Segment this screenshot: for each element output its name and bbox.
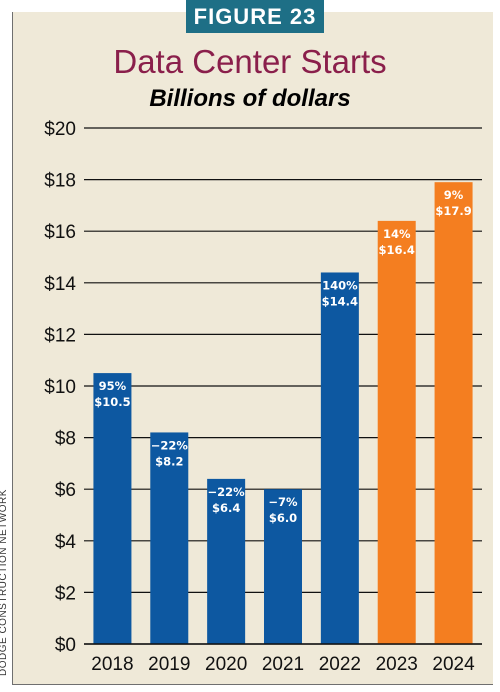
bar-value-label: $10.5 <box>94 395 130 409</box>
bar-2018 <box>93 373 132 644</box>
bar-2022 <box>320 272 359 644</box>
bar-value-label: $14.4 <box>322 294 358 308</box>
x-tick-label: 2020 <box>205 654 247 675</box>
bar-change-label: −22% <box>208 485 246 499</box>
bar-change-label: −22% <box>151 438 189 452</box>
bar-value-label: $17.9 <box>435 204 471 218</box>
x-tick-label: 2018 <box>91 654 133 675</box>
bar-2020 <box>207 478 246 644</box>
y-tick-label: $20 <box>44 119 76 140</box>
x-tick-label: 2023 <box>376 654 418 675</box>
x-tick-label: 2019 <box>148 654 190 675</box>
y-tick-label: $10 <box>44 377 76 398</box>
bar-2021 <box>264 489 302 644</box>
y-tick-label: $18 <box>44 171 76 192</box>
y-tick-label: $14 <box>44 274 76 295</box>
x-tick-label: 2024 <box>432 654 475 675</box>
y-tick-label: $12 <box>44 325 76 346</box>
chart-title: Data Center Starts <box>113 43 387 80</box>
bar-value-label: $8.2 <box>155 454 183 468</box>
bar-change-label: 9% <box>444 188 464 202</box>
bar-2024 <box>434 182 473 644</box>
figure-badge: FIGURE 23 <box>186 0 324 33</box>
y-tick-label: $2 <box>55 583 76 604</box>
bar-change-label: 140% <box>322 278 358 292</box>
bar-2023 <box>377 220 416 644</box>
bar-2019 <box>150 432 189 644</box>
y-tick-label: $6 <box>55 480 76 501</box>
bar-change-label: 14% <box>383 227 411 241</box>
bar-change-label: 95% <box>99 379 127 393</box>
y-tick-label: $16 <box>44 222 76 243</box>
chart-subtitle: Billions of dollars <box>149 85 351 112</box>
bar-value-label: $16.4 <box>379 243 415 257</box>
x-tick-label: 2022 <box>319 654 361 675</box>
y-tick-label: $4 <box>55 532 77 553</box>
bar-change-label: −7% <box>268 495 298 509</box>
y-tick-label: $8 <box>55 429 76 450</box>
x-tick-label: 2021 <box>262 654 304 675</box>
bar-value-label: $6.0 <box>269 511 297 525</box>
bar-value-label: $6.4 <box>212 501 240 515</box>
y-tick-label: $0 <box>55 635 76 656</box>
